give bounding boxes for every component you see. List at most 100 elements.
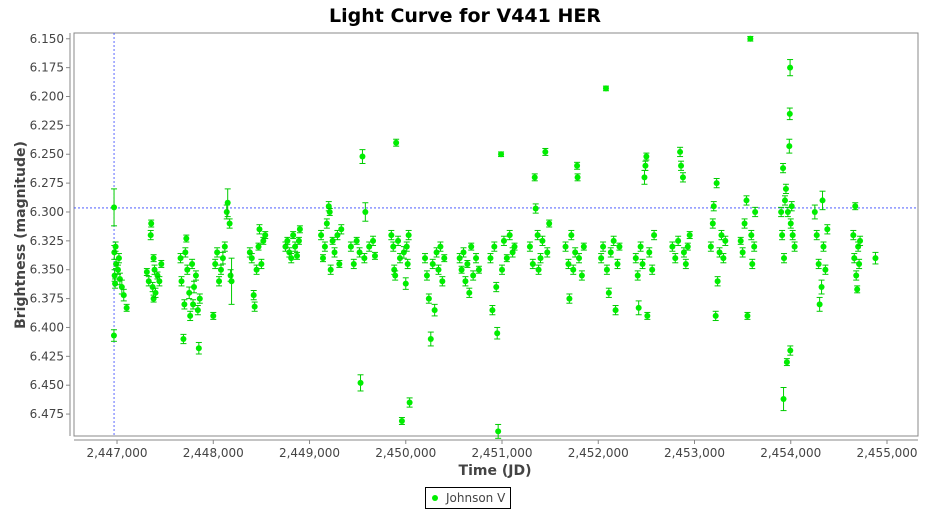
point-marker (503, 255, 510, 262)
data-point (546, 219, 553, 228)
point-marker (872, 255, 879, 262)
point-marker (437, 243, 444, 250)
point-marker (748, 232, 755, 239)
point-marker (361, 255, 368, 262)
data-point (637, 241, 644, 252)
data-point (116, 272, 123, 286)
data-point (224, 188, 231, 218)
data-point (686, 231, 693, 240)
point-marker (566, 295, 573, 302)
point-marker (228, 278, 235, 285)
data-point (404, 258, 411, 270)
point-marker (224, 199, 231, 206)
point-marker (635, 304, 642, 311)
point-marker (644, 312, 651, 319)
data-point (714, 276, 721, 287)
point-marker (180, 336, 187, 343)
point-marker (494, 330, 501, 337)
y-tick-label: 6.325 (30, 234, 64, 248)
point-marker (462, 278, 469, 285)
point-marker (406, 399, 413, 406)
point-marker (183, 235, 190, 242)
point-marker (580, 243, 587, 250)
point-marker (212, 260, 219, 267)
data-point (120, 288, 127, 302)
point-marker (362, 208, 369, 215)
data-point (253, 264, 260, 275)
point-marker (506, 232, 513, 239)
point-marker (531, 174, 538, 181)
data-point (429, 258, 436, 270)
data-point (466, 287, 473, 298)
data-point (398, 417, 405, 425)
data-point (649, 264, 656, 275)
point-marker (256, 226, 263, 233)
point-marker (539, 237, 546, 244)
point-marker (214, 249, 221, 256)
point-marker (743, 197, 750, 204)
data-point (713, 177, 720, 189)
point-marker (816, 301, 823, 308)
point-marker (487, 255, 494, 262)
data-point (531, 173, 538, 182)
data-point (294, 251, 301, 260)
data-point (190, 299, 197, 310)
point-marker (334, 232, 341, 239)
point-marker (741, 220, 748, 227)
point-marker (781, 255, 788, 262)
point-marker (347, 243, 354, 250)
data-point (580, 242, 587, 251)
point-marker (822, 266, 829, 273)
point-marker (319, 255, 326, 262)
data-point (751, 241, 758, 252)
point-marker (195, 345, 202, 352)
data-point (643, 152, 650, 161)
data-point (824, 224, 831, 235)
data-point (642, 160, 649, 171)
y-axis: 6.150 6.175 6.200 6.225 6.250 6.275 6.300 6.325… (30, 32, 71, 436)
point-marker (156, 278, 163, 285)
point-marker (679, 174, 686, 181)
data-point (722, 235, 729, 246)
data-point (390, 241, 397, 252)
point-marker (811, 208, 818, 215)
point-marker (491, 243, 498, 250)
point-marker (707, 243, 714, 250)
point-marker (395, 237, 402, 244)
data-point (791, 241, 798, 252)
data-point (651, 229, 658, 241)
point-marker (780, 165, 787, 172)
data-point (371, 251, 378, 260)
point-marker (400, 249, 407, 256)
data-point (491, 241, 498, 252)
plot-area[interactable] (73, 32, 919, 437)
data-point (741, 218, 748, 229)
point-marker (537, 255, 544, 262)
point-marker (111, 272, 118, 279)
y-axis-label: Brightness (magnitude) (13, 141, 29, 329)
data-point (494, 326, 501, 340)
point-marker (227, 272, 234, 279)
point-marker (398, 417, 405, 424)
data-point (262, 231, 269, 240)
point-marker (680, 249, 687, 256)
data-point (326, 208, 333, 216)
point-marker (786, 110, 793, 117)
point-marker (637, 243, 644, 250)
point-marker (391, 266, 398, 273)
x-tick-label: 2,449,000 (279, 446, 340, 460)
data-point (684, 242, 691, 251)
point-marker (574, 174, 581, 181)
point-marker (787, 220, 794, 227)
data-point (187, 310, 194, 322)
point-marker (781, 197, 788, 204)
data-point (284, 236, 291, 245)
point-marker (353, 237, 360, 244)
point-marker (182, 249, 189, 256)
data-point (216, 276, 223, 287)
point-marker (356, 249, 363, 256)
point-marker (851, 255, 858, 262)
point-marker (499, 266, 506, 273)
point-marker (616, 243, 623, 250)
data-point (539, 235, 546, 246)
